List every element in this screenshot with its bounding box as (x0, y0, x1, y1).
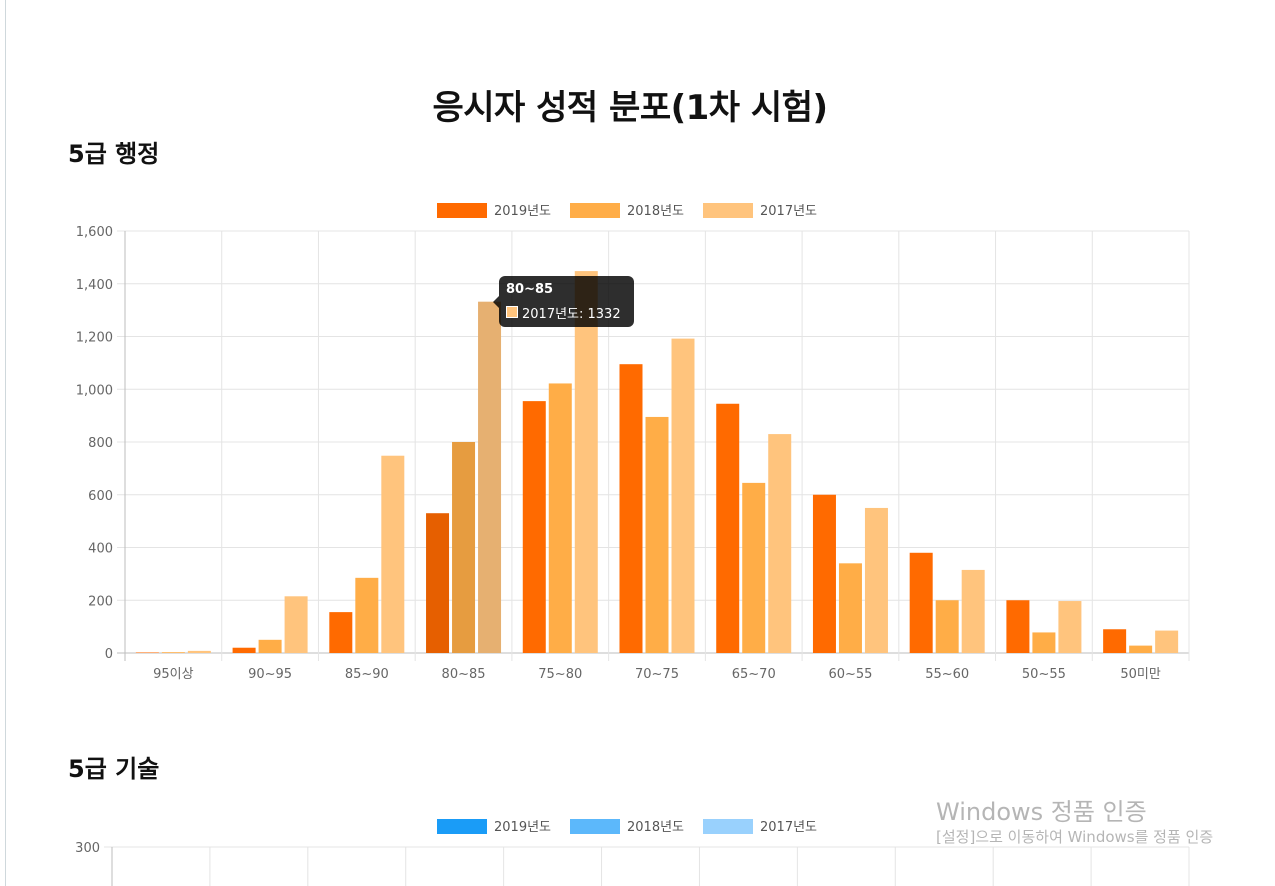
y-tick-label: 1,000 (76, 383, 113, 398)
page-title: 응시자 성적 분포(1차 시험) (432, 88, 828, 128)
bar-2018년도-95이상 (161, 652, 185, 653)
legend-label-2019년도: 2019년도 (494, 820, 551, 835)
y-tick-label: 600 (88, 489, 113, 504)
bar-2017년도-50~55 (1058, 601, 1082, 653)
tooltip-body: 2017년도: 1332 (522, 307, 621, 322)
chart-admin[interactable]: 2019년도 2018년도 2017년도 0 200 400 600 800 1,000 1,20… (0, 0, 1275, 700)
legend-swatch-2019년도 (437, 203, 487, 218)
bar-2017년도-70~75 (671, 338, 695, 653)
bar-2019년도-95이상 (135, 652, 159, 653)
y-tick-label: 0 (105, 647, 113, 662)
section-title-tech: 5급 기술 (68, 755, 160, 783)
bar-2017년도-75~80 (574, 271, 598, 653)
bar-2017년도-80~85 (478, 301, 502, 653)
bar-2019년도-60~55 (812, 494, 836, 653)
x-tick-label: 50~55 (1022, 667, 1066, 682)
legend-swatch-2017년도 (703, 819, 753, 834)
bar-2017년도-85~90 (381, 455, 405, 653)
bar-2018년도-80~85 (452, 442, 476, 653)
x-tick-label: 60~55 (828, 667, 872, 682)
bar-2019년도-55~60 (909, 552, 933, 653)
bar-2017년도-55~60 (961, 569, 985, 653)
bar-2018년도-85~90 (355, 577, 379, 653)
page-left-border (5, 0, 6, 886)
bar-2019년도-70~75 (619, 364, 643, 653)
y-tick-label: 1,200 (76, 331, 113, 346)
y-tick-label: 200 (88, 594, 113, 609)
x-tick-label: 55~60 (925, 667, 969, 682)
windows-activation-title: Windows 정품 인증 (936, 798, 1147, 826)
bar-2018년도-50미만 (1129, 645, 1153, 653)
bar-2018년도-75~80 (548, 383, 572, 653)
x-tick-label: 90~95 (248, 667, 292, 682)
y-tick-label: 400 (88, 542, 113, 557)
x-tick-label: 65~70 (732, 667, 776, 682)
legend-label-2018년도: 2018년도 (627, 204, 684, 219)
windows-activation-subtitle: [설정]으로 이동하여 Windows를 정품 인증 (936, 828, 1214, 846)
tooltip-swatch (506, 306, 518, 318)
y-tick-label: 1,600 (76, 225, 113, 240)
bar-2019년도-90~95 (232, 647, 256, 653)
legend-swatch-2019년도 (437, 819, 487, 834)
section-title-admin: 5급 행정 (68, 140, 160, 168)
legend-swatch-2018년도 (570, 819, 620, 834)
x-tick-label: 75~80 (538, 667, 582, 682)
bar-2017년도-95이상 (187, 650, 211, 653)
legend-label-2018년도: 2018년도 (627, 820, 684, 835)
legend-label-2017년도: 2017년도 (760, 204, 817, 219)
legend-label-2017년도: 2017년도 (760, 820, 817, 835)
y-tick-label: 800 (88, 436, 113, 451)
bar-2017년도-90~95 (284, 596, 308, 653)
bar-2018년도-65~70 (742, 482, 766, 653)
legend-swatch-2017년도 (703, 203, 753, 218)
y-tick-label: 1,400 (76, 278, 113, 293)
legend-swatch-2018년도 (570, 203, 620, 218)
x-tick-label: 85~90 (345, 667, 389, 682)
bar-2018년도-60~55 (838, 563, 862, 653)
bar-2017년도-60~55 (864, 507, 888, 653)
bar-2018년도-50~55 (1032, 632, 1056, 653)
x-tick-label: 50미만 (1120, 667, 1161, 682)
x-tick-label: 95이상 (153, 667, 194, 682)
bar-2019년도-75~80 (522, 401, 546, 653)
x-tick-label: 80~85 (442, 667, 486, 682)
tooltip-title: 80~85 (506, 282, 554, 297)
y-tick-label: 300 (75, 841, 100, 856)
bar-2017년도-50미만 (1155, 630, 1179, 653)
bar-2019년도-50~55 (1006, 600, 1030, 653)
bar-2019년도-50미만 (1103, 629, 1127, 653)
bar-2019년도-85~90 (329, 612, 353, 653)
x-tick-label: 70~75 (635, 667, 679, 682)
bar-2019년도-65~70 (716, 403, 740, 653)
chart-tooltip: 80~85 2017년도: 1332 (493, 276, 634, 327)
bar-2017년도-65~70 (768, 434, 792, 653)
bar-2018년도-70~75 (645, 416, 669, 653)
bar-2018년도-55~60 (935, 600, 959, 653)
bar-2019년도-80~85 (426, 513, 450, 653)
bar-2018년도-90~95 (258, 639, 282, 653)
legend-label-2019년도: 2019년도 (494, 204, 551, 219)
